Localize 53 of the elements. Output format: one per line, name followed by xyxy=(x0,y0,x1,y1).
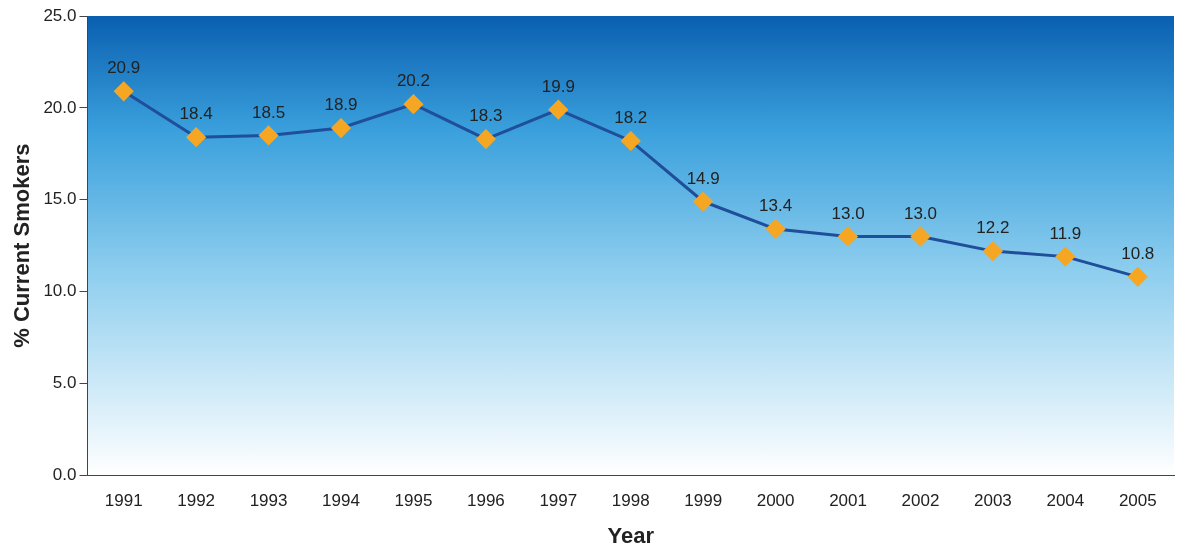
x-tick-label: 1994 xyxy=(322,491,360,511)
x-tick-label: 2004 xyxy=(1046,491,1085,511)
data-label: 10.8 xyxy=(1121,244,1155,264)
y-tick-label: 10.0 xyxy=(43,281,77,301)
x-tick-label: 2002 xyxy=(901,491,940,511)
x-tick-label: 1998 xyxy=(611,491,650,511)
data-label: 18.4 xyxy=(179,104,213,124)
data-label: 13.4 xyxy=(759,196,793,216)
point xyxy=(114,81,134,101)
x-tick-label: 1999 xyxy=(684,491,723,511)
point xyxy=(766,219,786,239)
point xyxy=(621,131,641,151)
data-label: 20.9 xyxy=(107,58,141,78)
x-tick-label: 1997 xyxy=(539,491,578,511)
point xyxy=(548,100,568,120)
x-tick-label: 2005 xyxy=(1118,491,1157,511)
y-axis-title: % Current Smokers xyxy=(9,143,35,348)
data-label: 18.3 xyxy=(469,106,503,126)
point xyxy=(838,226,858,246)
data-label: 13.0 xyxy=(831,203,865,223)
x-tick-label: 2000 xyxy=(756,491,795,511)
x-axis-title: Year xyxy=(607,522,655,548)
y-tick-label: 0.0 xyxy=(52,464,77,484)
point xyxy=(1128,267,1148,287)
y-tick-label: 15.0 xyxy=(43,189,77,209)
data-label: 12.2 xyxy=(976,218,1010,238)
x-tick-label: 2003 xyxy=(974,491,1012,511)
point xyxy=(1055,247,1075,267)
x-tick-label: 2001 xyxy=(829,491,867,511)
point xyxy=(983,241,1003,261)
point xyxy=(910,226,930,246)
y-tick-label: 5.0 xyxy=(52,373,77,393)
x-tick-label: 1995 xyxy=(394,491,433,511)
point xyxy=(693,192,713,212)
data-label: 13.0 xyxy=(903,203,938,223)
y-tick-label: 25.0 xyxy=(43,5,77,25)
data-label: 14.9 xyxy=(686,168,720,188)
point xyxy=(403,94,423,114)
data-label: 19.9 xyxy=(541,76,575,96)
x-tick-label: 1992 xyxy=(177,491,216,511)
data-label: 18.9 xyxy=(324,95,358,115)
x-tick-label: 1993 xyxy=(249,491,288,511)
point xyxy=(331,118,351,138)
data-label: 18.2 xyxy=(614,108,648,128)
point xyxy=(476,129,496,149)
y-tick-label: 20.0 xyxy=(43,97,77,117)
data-label: 11.9 xyxy=(1049,223,1082,243)
point xyxy=(186,127,206,147)
data-label: 18.5 xyxy=(252,102,286,122)
point xyxy=(259,125,279,145)
data-label: 20.2 xyxy=(396,71,430,91)
x-tick-label: 1991 xyxy=(104,491,143,511)
x-tick-label: 1996 xyxy=(466,491,505,511)
